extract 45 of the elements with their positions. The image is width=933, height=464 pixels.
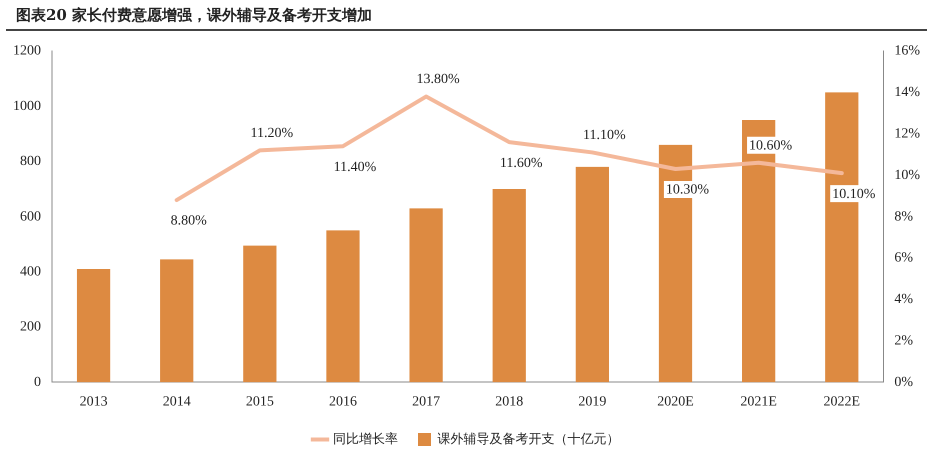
bar <box>576 166 609 382</box>
data-label: 11.10% <box>583 128 626 144</box>
x-tick-label: 2021E <box>740 394 777 410</box>
y-tick-label: 1000 <box>13 98 41 114</box>
y2-tick-label: 16% <box>894 44 920 59</box>
y2-tick-label: 4% <box>894 292 914 308</box>
x-tick-label: 2016 <box>328 394 357 410</box>
x-tick-label: 2015 <box>246 394 274 410</box>
data-label: 8.80% <box>170 214 208 229</box>
bar <box>243 246 276 382</box>
x-tick-label: 2022E <box>823 394 860 410</box>
y-tick-label: 600 <box>20 209 41 224</box>
bar <box>409 208 443 382</box>
data-label: 10.30% <box>666 182 710 198</box>
y-tick-label: 400 <box>20 264 41 280</box>
x-tick-label: 2018 <box>495 394 524 410</box>
y-tick-label: 1200 <box>13 44 41 59</box>
data-label: 10.60% <box>749 138 793 154</box>
legend-label: 同比增长率 <box>333 430 398 447</box>
chart-title: 图表20 家长付费意愿增强，课外辅导及备考开支增加 <box>6 0 927 31</box>
y2-tick-label: 0% <box>894 374 914 390</box>
x-tick-label: 2014 <box>162 394 191 410</box>
x-tick-label: 2020E <box>657 394 694 410</box>
x-tick-label: 2013 <box>80 394 108 410</box>
y2-tick-label: 10% <box>894 168 920 183</box>
y2-tick-label: 6% <box>894 250 914 266</box>
y-tick-label: 0 <box>34 374 41 390</box>
data-label: 13.80% <box>416 72 460 88</box>
y2-tick-label: 14% <box>894 85 920 100</box>
x-tick-label: 2017 <box>412 394 440 410</box>
data-label: 10.10% <box>832 186 876 202</box>
legend-label: 课外辅导及备考开支（十亿元） <box>438 432 620 447</box>
data-label: 11.60% <box>500 156 543 171</box>
y2-tick-label: 12% <box>894 126 920 142</box>
data-label: 11.40% <box>334 160 377 175</box>
y-tick-label: 800 <box>20 154 41 170</box>
data-label: 11.20% <box>250 126 294 142</box>
bar <box>492 189 526 382</box>
bar <box>326 230 360 382</box>
y2-tick-label: 2% <box>894 333 914 348</box>
y-tick-label: 200 <box>20 320 41 335</box>
x-tick-label: 2019 <box>578 394 606 410</box>
y2-tick-label: 8% <box>894 209 914 224</box>
bar <box>76 269 110 382</box>
bar <box>160 259 194 382</box>
